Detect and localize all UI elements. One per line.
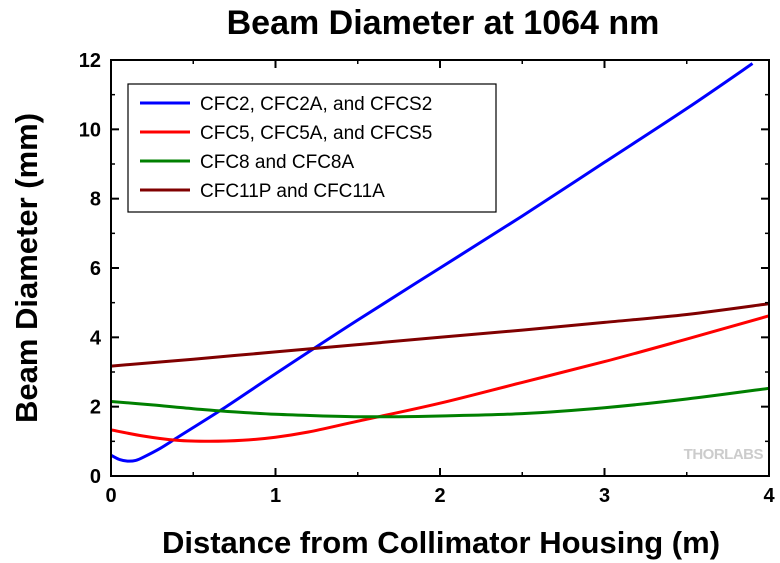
y-tick-label: 2 xyxy=(90,397,101,419)
series-line-2 xyxy=(111,314,769,443)
series-line-4 xyxy=(111,302,769,368)
series-line-1 xyxy=(111,62,754,463)
x-tick-label: 2 xyxy=(434,485,445,507)
series-line-3 xyxy=(111,386,769,419)
x-tick-label: 1 xyxy=(270,485,281,507)
y-tick-label: 10 xyxy=(79,119,101,141)
y-tick-label: 8 xyxy=(90,189,101,211)
y-tick-label: 4 xyxy=(90,327,102,349)
x-tick-label: 3 xyxy=(599,485,610,507)
y-tick-label: 6 xyxy=(90,258,101,280)
legend-label-1: CFC2, CFC2A, and CFCS2 xyxy=(200,94,432,115)
y-axis-label: Beam Diameter (mm) xyxy=(9,113,44,423)
thorlabs-logo: THORLABS xyxy=(684,446,764,463)
legend: CFC2, CFC2A, and CFCS2 CFC5, CFC5A, and C… xyxy=(127,83,497,213)
x-tick-label: 4 xyxy=(763,485,775,507)
legend-label-2: CFC5, CFC5A, and CFCS5 xyxy=(200,123,432,144)
legend-label-3: CFC8 and CFC8A xyxy=(200,152,354,173)
y-tick-label: 12 xyxy=(79,50,101,72)
chart-title: Beam Diameter at 1064 nm xyxy=(227,4,660,42)
y-tick-label: 0 xyxy=(90,466,101,488)
x-axis-label: Distance from Collimator Housing (m) xyxy=(162,525,720,560)
legend-label-4: CFC11P and CFC11A xyxy=(200,181,385,202)
x-tick-label: 0 xyxy=(105,485,116,507)
